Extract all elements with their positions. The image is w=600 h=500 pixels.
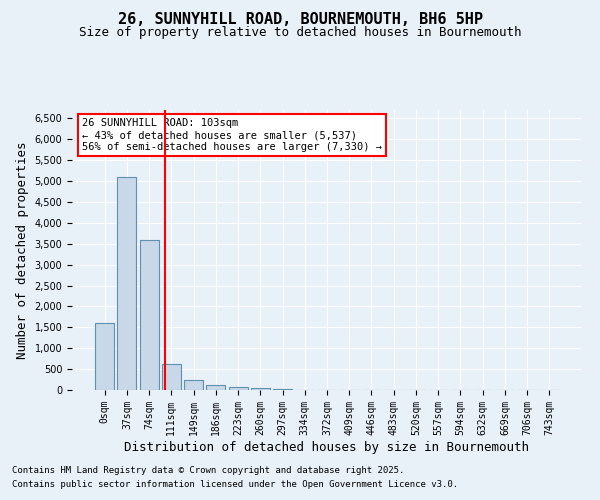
Bar	[95, 323, 114, 390]
Bar	[162, 364, 181, 390]
Bar	[184, 380, 203, 390]
Text: 26, SUNNYHILL ROAD, BOURNEMOUTH, BH6 5HP: 26, SUNNYHILL ROAD, BOURNEMOUTH, BH6 5HP	[118, 12, 482, 28]
Bar	[206, 386, 225, 390]
Bar	[118, 177, 136, 390]
Bar	[229, 387, 248, 390]
X-axis label: Distribution of detached houses by size in Bournemouth: Distribution of detached houses by size …	[125, 440, 530, 454]
Text: Size of property relative to detached houses in Bournemouth: Size of property relative to detached ho…	[79, 26, 521, 39]
Y-axis label: Number of detached properties: Number of detached properties	[16, 141, 29, 359]
Text: Contains HM Land Registry data © Crown copyright and database right 2025.: Contains HM Land Registry data © Crown c…	[12, 466, 404, 475]
Bar	[251, 388, 270, 390]
Bar	[140, 240, 158, 390]
Text: 26 SUNNYHILL ROAD: 103sqm
← 43% of detached houses are smaller (5,537)
56% of se: 26 SUNNYHILL ROAD: 103sqm ← 43% of detac…	[82, 118, 382, 152]
Text: Contains public sector information licensed under the Open Government Licence v3: Contains public sector information licen…	[12, 480, 458, 489]
